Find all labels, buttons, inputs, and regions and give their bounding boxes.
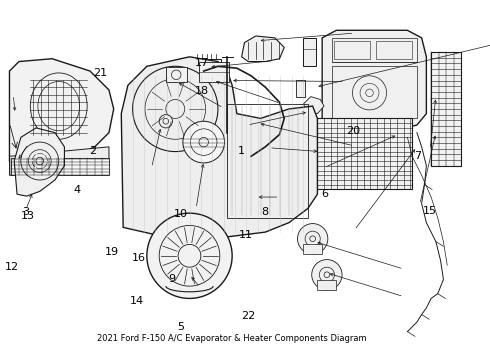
Bar xyxy=(227,104,308,218)
Text: 18: 18 xyxy=(195,86,209,96)
Circle shape xyxy=(297,224,328,254)
Polygon shape xyxy=(14,128,64,196)
Text: 21: 21 xyxy=(93,68,107,77)
Text: 2: 2 xyxy=(89,146,97,156)
Text: 5: 5 xyxy=(177,322,185,332)
Bar xyxy=(199,62,229,82)
Text: 6: 6 xyxy=(321,189,328,199)
Circle shape xyxy=(183,121,224,163)
Circle shape xyxy=(159,114,172,128)
Text: 13: 13 xyxy=(21,211,35,221)
Text: 7: 7 xyxy=(414,151,421,161)
Text: 12: 12 xyxy=(4,262,19,272)
Text: 9: 9 xyxy=(168,274,175,284)
Bar xyxy=(295,80,305,96)
Text: 16: 16 xyxy=(132,253,147,264)
Text: 14: 14 xyxy=(130,296,144,306)
Circle shape xyxy=(248,153,254,159)
Polygon shape xyxy=(322,30,426,130)
Polygon shape xyxy=(9,147,109,175)
Bar xyxy=(335,41,370,59)
Text: 3: 3 xyxy=(22,207,29,217)
Text: 17: 17 xyxy=(195,58,209,68)
Bar xyxy=(166,67,187,82)
Polygon shape xyxy=(303,96,324,114)
Bar xyxy=(318,118,412,189)
Polygon shape xyxy=(9,59,114,163)
Bar xyxy=(303,38,317,66)
Text: 22: 22 xyxy=(241,311,255,321)
Bar xyxy=(332,66,417,118)
Polygon shape xyxy=(431,84,455,106)
Circle shape xyxy=(223,134,231,141)
Bar xyxy=(194,59,221,76)
Text: 11: 11 xyxy=(239,230,253,239)
Bar xyxy=(431,52,462,166)
Circle shape xyxy=(200,68,207,75)
Bar xyxy=(376,41,412,59)
Bar xyxy=(11,158,109,175)
Text: 2021 Ford F-150 A/C Evaporator & Heater Components Diagram: 2021 Ford F-150 A/C Evaporator & Heater … xyxy=(98,334,367,343)
Text: 8: 8 xyxy=(261,207,268,217)
Polygon shape xyxy=(242,36,284,62)
Circle shape xyxy=(312,260,342,290)
Bar xyxy=(318,280,336,290)
Bar xyxy=(303,244,322,254)
Text: 4: 4 xyxy=(73,185,80,195)
Polygon shape xyxy=(122,57,318,237)
Text: 19: 19 xyxy=(104,247,119,257)
Text: 1: 1 xyxy=(238,146,245,156)
Circle shape xyxy=(147,213,232,298)
Polygon shape xyxy=(379,125,412,147)
Text: 20: 20 xyxy=(346,126,360,136)
Text: 10: 10 xyxy=(174,209,188,219)
Bar xyxy=(332,38,417,62)
Text: 15: 15 xyxy=(422,206,437,216)
